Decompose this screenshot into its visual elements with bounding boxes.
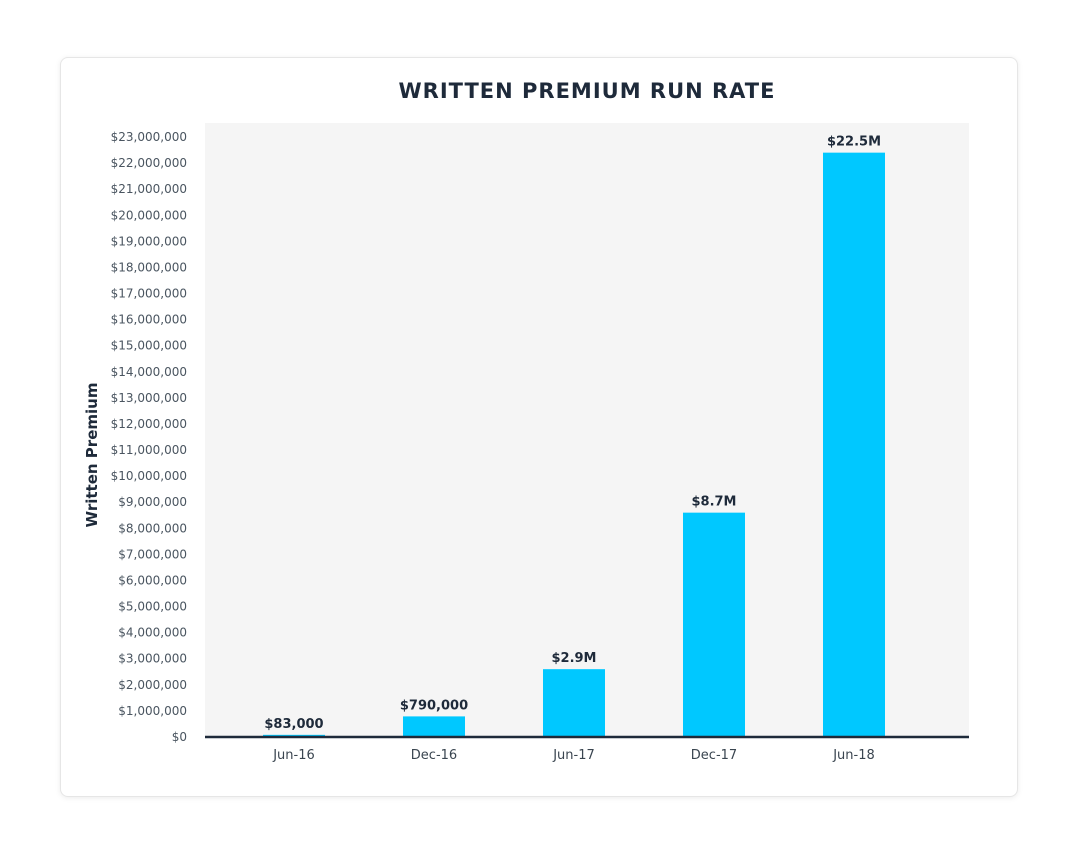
bar [823, 152, 885, 738]
y-tick-label: $12,000,000 [111, 417, 187, 431]
y-tick-label: $3,000,000 [118, 652, 187, 666]
y-tick-label: $18,000,000 [111, 260, 187, 274]
y-tick-label: $21,000,000 [111, 182, 187, 196]
data-labels: $83,000 $790,000 $2.9M $8.7M $22.5M [264, 135, 881, 732]
y-tick-label: $23,000,000 [111, 130, 187, 144]
y-tick-label: $13,000,000 [111, 391, 187, 405]
y-tick-label: $9,000,000 [118, 495, 187, 509]
bar-data-label: $83,000 [264, 717, 323, 732]
x-tick-label: Jun-18 [832, 748, 875, 763]
y-tick-labels: $0 $1,000,000 $2,000,000 $3,000,000 $4,000,0… [111, 130, 187, 744]
bar [683, 512, 745, 737]
x-tick-label: Dec-17 [691, 748, 737, 763]
y-tick-label: $4,000,000 [118, 626, 187, 640]
x-tick-label: Jun-16 [272, 748, 315, 763]
x-tick-labels: Jun-16 Dec-16 Jun-17 Dec-17 Jun-18 [272, 748, 875, 763]
bars [263, 152, 885, 738]
y-tick-label: $14,000,000 [111, 365, 187, 379]
bar-data-label: $2.9M [551, 651, 596, 666]
y-tick-label: $20,000,000 [111, 208, 187, 222]
y-tick-label: $6,000,000 [118, 573, 187, 587]
chart-title: WRITTEN PREMIUM RUN RATE [399, 79, 776, 103]
y-tick-label: $22,000,000 [111, 156, 187, 170]
y-tick-label: $19,000,000 [111, 234, 187, 248]
bar [403, 716, 465, 737]
y-tick-label: $15,000,000 [111, 339, 187, 353]
x-tick-label: Jun-17 [552, 748, 595, 763]
y-tick-label: $10,000,000 [111, 469, 187, 483]
y-tick-label: $11,000,000 [111, 443, 187, 457]
x-tick-label: Dec-16 [411, 748, 457, 763]
y-tick-label: $1,000,000 [118, 704, 187, 718]
y-tick-label: $17,000,000 [111, 287, 187, 301]
bar-data-label: $790,000 [400, 698, 468, 713]
y-tick-label: $5,000,000 [118, 600, 187, 614]
y-tick-label: $0 [172, 730, 187, 744]
y-axis-label: Written Premium [83, 383, 101, 528]
bar [543, 669, 605, 737]
y-tick-label: $16,000,000 [111, 313, 187, 327]
bar-data-label: $22.5M [827, 135, 881, 150]
y-tick-label: $7,000,000 [118, 547, 187, 561]
y-tick-label: $2,000,000 [118, 678, 187, 692]
y-tick-label: $8,000,000 [118, 521, 187, 535]
bar-data-label: $8.7M [691, 495, 736, 510]
